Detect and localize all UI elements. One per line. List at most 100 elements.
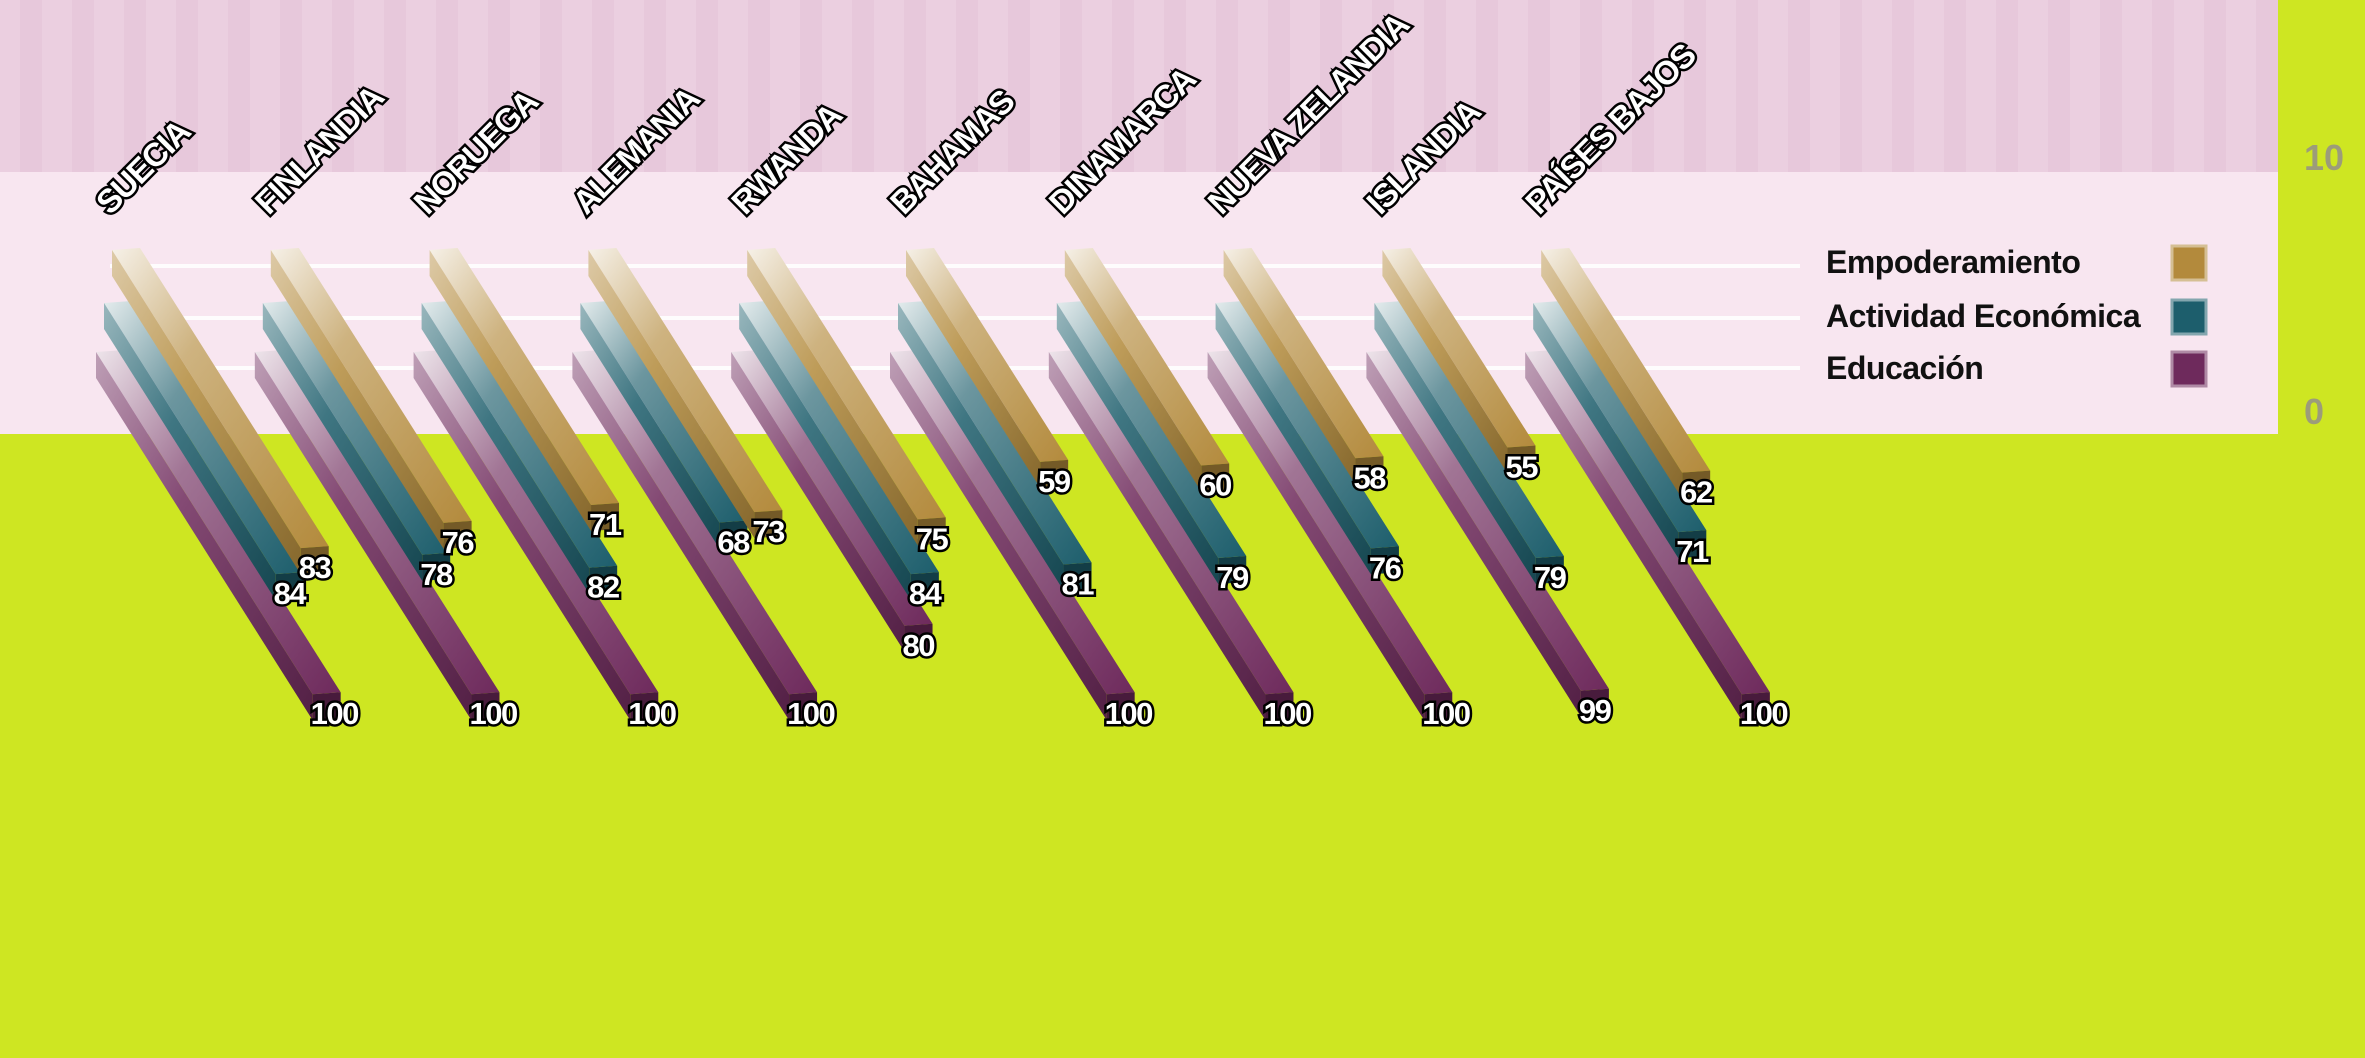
bar-actividad-top: [1215, 301, 1399, 549]
bar-empoderamiento-side: [1382, 250, 1508, 474]
value-label: 84: [909, 576, 943, 611]
legend-label: Actividad Económica: [1826, 298, 2141, 334]
value-label: 100: [1105, 696, 1152, 731]
y-tick-label: 10: [2304, 137, 2344, 178]
panel-stripe: [748, 0, 770, 172]
panel-stripe: [540, 0, 562, 172]
bar-end-cap: [591, 502, 620, 531]
bar-actividad-side: [580, 303, 720, 549]
value-label: 55: [1505, 450, 1538, 485]
panel-stripe: [1632, 0, 1654, 172]
value-label: 76: [1369, 550, 1402, 585]
bar-empoderamiento-side: [588, 250, 755, 539]
panel-stripe: [488, 0, 510, 172]
bar-end-cap: [904, 623, 933, 652]
bar-end-cap: [1580, 688, 1609, 717]
bar-educacion-side: [254, 352, 472, 721]
panel-stripe: [2152, 0, 2174, 172]
value-label: 81: [1062, 566, 1095, 601]
bar-end-cap: [275, 572, 304, 601]
bar-empoderamiento-side: [1541, 250, 1683, 499]
bar-end-cap: [1682, 470, 1711, 499]
bar-educacion-top: [572, 350, 818, 695]
bar-educacion-top: [1207, 350, 1453, 695]
bar-educacion-side: [731, 352, 905, 652]
bar-empoderamiento-side: [270, 250, 444, 549]
bar-actividad-top: [898, 301, 1092, 565]
bar-empoderamiento-side: [1223, 250, 1356, 485]
legend-swatch: [2170, 244, 2208, 282]
panel-stripe: [1476, 0, 1498, 172]
bar-actividad-top: [1533, 301, 1707, 533]
y-tick-label: 0: [2304, 391, 2324, 432]
panel-stripe: [384, 0, 406, 172]
bar-educacion-side: [1525, 352, 1742, 721]
value-label: 76: [442, 525, 475, 560]
value-label: 100: [469, 696, 516, 731]
bar-end-cap: [917, 517, 946, 546]
panel-stripe: [1580, 0, 1602, 172]
bar-educacion-side: [1207, 352, 1425, 721]
bar-educacion-side: [572, 352, 790, 721]
panel-stripe: [1372, 0, 1394, 172]
value-label: 58: [1353, 460, 1386, 495]
bar-educacion-top: [1525, 350, 1770, 695]
value-label: 71: [589, 507, 622, 542]
legend: Empoderamiento Actividad Económica Educaci…: [1826, 244, 2208, 388]
panel-stripe: [1268, 0, 1290, 172]
bar-end-cap: [910, 572, 939, 601]
panel-stripe: [2048, 0, 2070, 172]
panel-stripe: [1060, 0, 1082, 172]
bar-end-cap: [1040, 459, 1069, 488]
panel-stripe: [2100, 0, 2122, 172]
panel-stripe: [436, 0, 458, 172]
bar-end-cap: [1507, 445, 1536, 474]
panel-stripe: [1008, 0, 1030, 172]
value-label: 79: [1534, 560, 1567, 595]
bar-actividad-top: [262, 301, 451, 555]
bar-end-cap: [754, 510, 783, 539]
bar-end-cap: [471, 692, 500, 721]
bar-empoderamiento-top: [112, 248, 329, 549]
value-label: 100: [787, 696, 834, 731]
bar-educacion-side: [96, 352, 313, 721]
bar-empoderamiento-top: [270, 248, 472, 523]
bar-empoderamiento-top: [1541, 248, 1711, 473]
panel-stripe: [176, 0, 198, 172]
bar-educacion-top: [413, 350, 659, 695]
bar-actividad-side: [1215, 303, 1371, 575]
bar-empoderamiento-top: [1382, 248, 1536, 448]
legend-label: Empoderamiento: [1826, 244, 2080, 280]
value-label: 59: [1038, 464, 1071, 499]
panel-stripe: [1112, 0, 1134, 172]
bar-end-cap: [422, 552, 451, 581]
panel-stripe: [1164, 0, 1186, 172]
bar-empoderamiento-side: [112, 250, 301, 575]
bar-end-cap: [1741, 692, 1770, 721]
panel-stripe: [1788, 0, 1810, 172]
panel-stripe: [1424, 0, 1446, 172]
value-label: 100: [1740, 696, 1787, 731]
bar-actividad-top: [421, 301, 618, 568]
value-label: 78: [420, 557, 453, 592]
panel-stripe: [280, 0, 302, 172]
bar-end-cap: [1063, 562, 1092, 591]
bar-end-cap: [443, 520, 472, 549]
panel-stripe: [72, 0, 94, 172]
panel-stripe: [1840, 0, 1862, 172]
bar-end-cap: [312, 692, 341, 721]
bar-educacion-top: [1048, 350, 1294, 695]
bar-actividad-side: [898, 303, 1064, 591]
value-label: 83: [299, 550, 332, 585]
bar-actividad-top: [1374, 301, 1564, 559]
bar-end-cap: [589, 565, 618, 594]
bar-end-cap: [789, 692, 818, 721]
value-label: 100: [1422, 696, 1469, 731]
bar-actividad-side: [1374, 303, 1536, 585]
bar-actividad-side: [421, 303, 590, 594]
value-label: 82: [587, 570, 619, 605]
legend-swatch: [2170, 350, 2208, 388]
bar-actividad-side: [104, 303, 276, 601]
value-label: 84: [274, 576, 308, 611]
bar-end-cap: [630, 692, 659, 721]
